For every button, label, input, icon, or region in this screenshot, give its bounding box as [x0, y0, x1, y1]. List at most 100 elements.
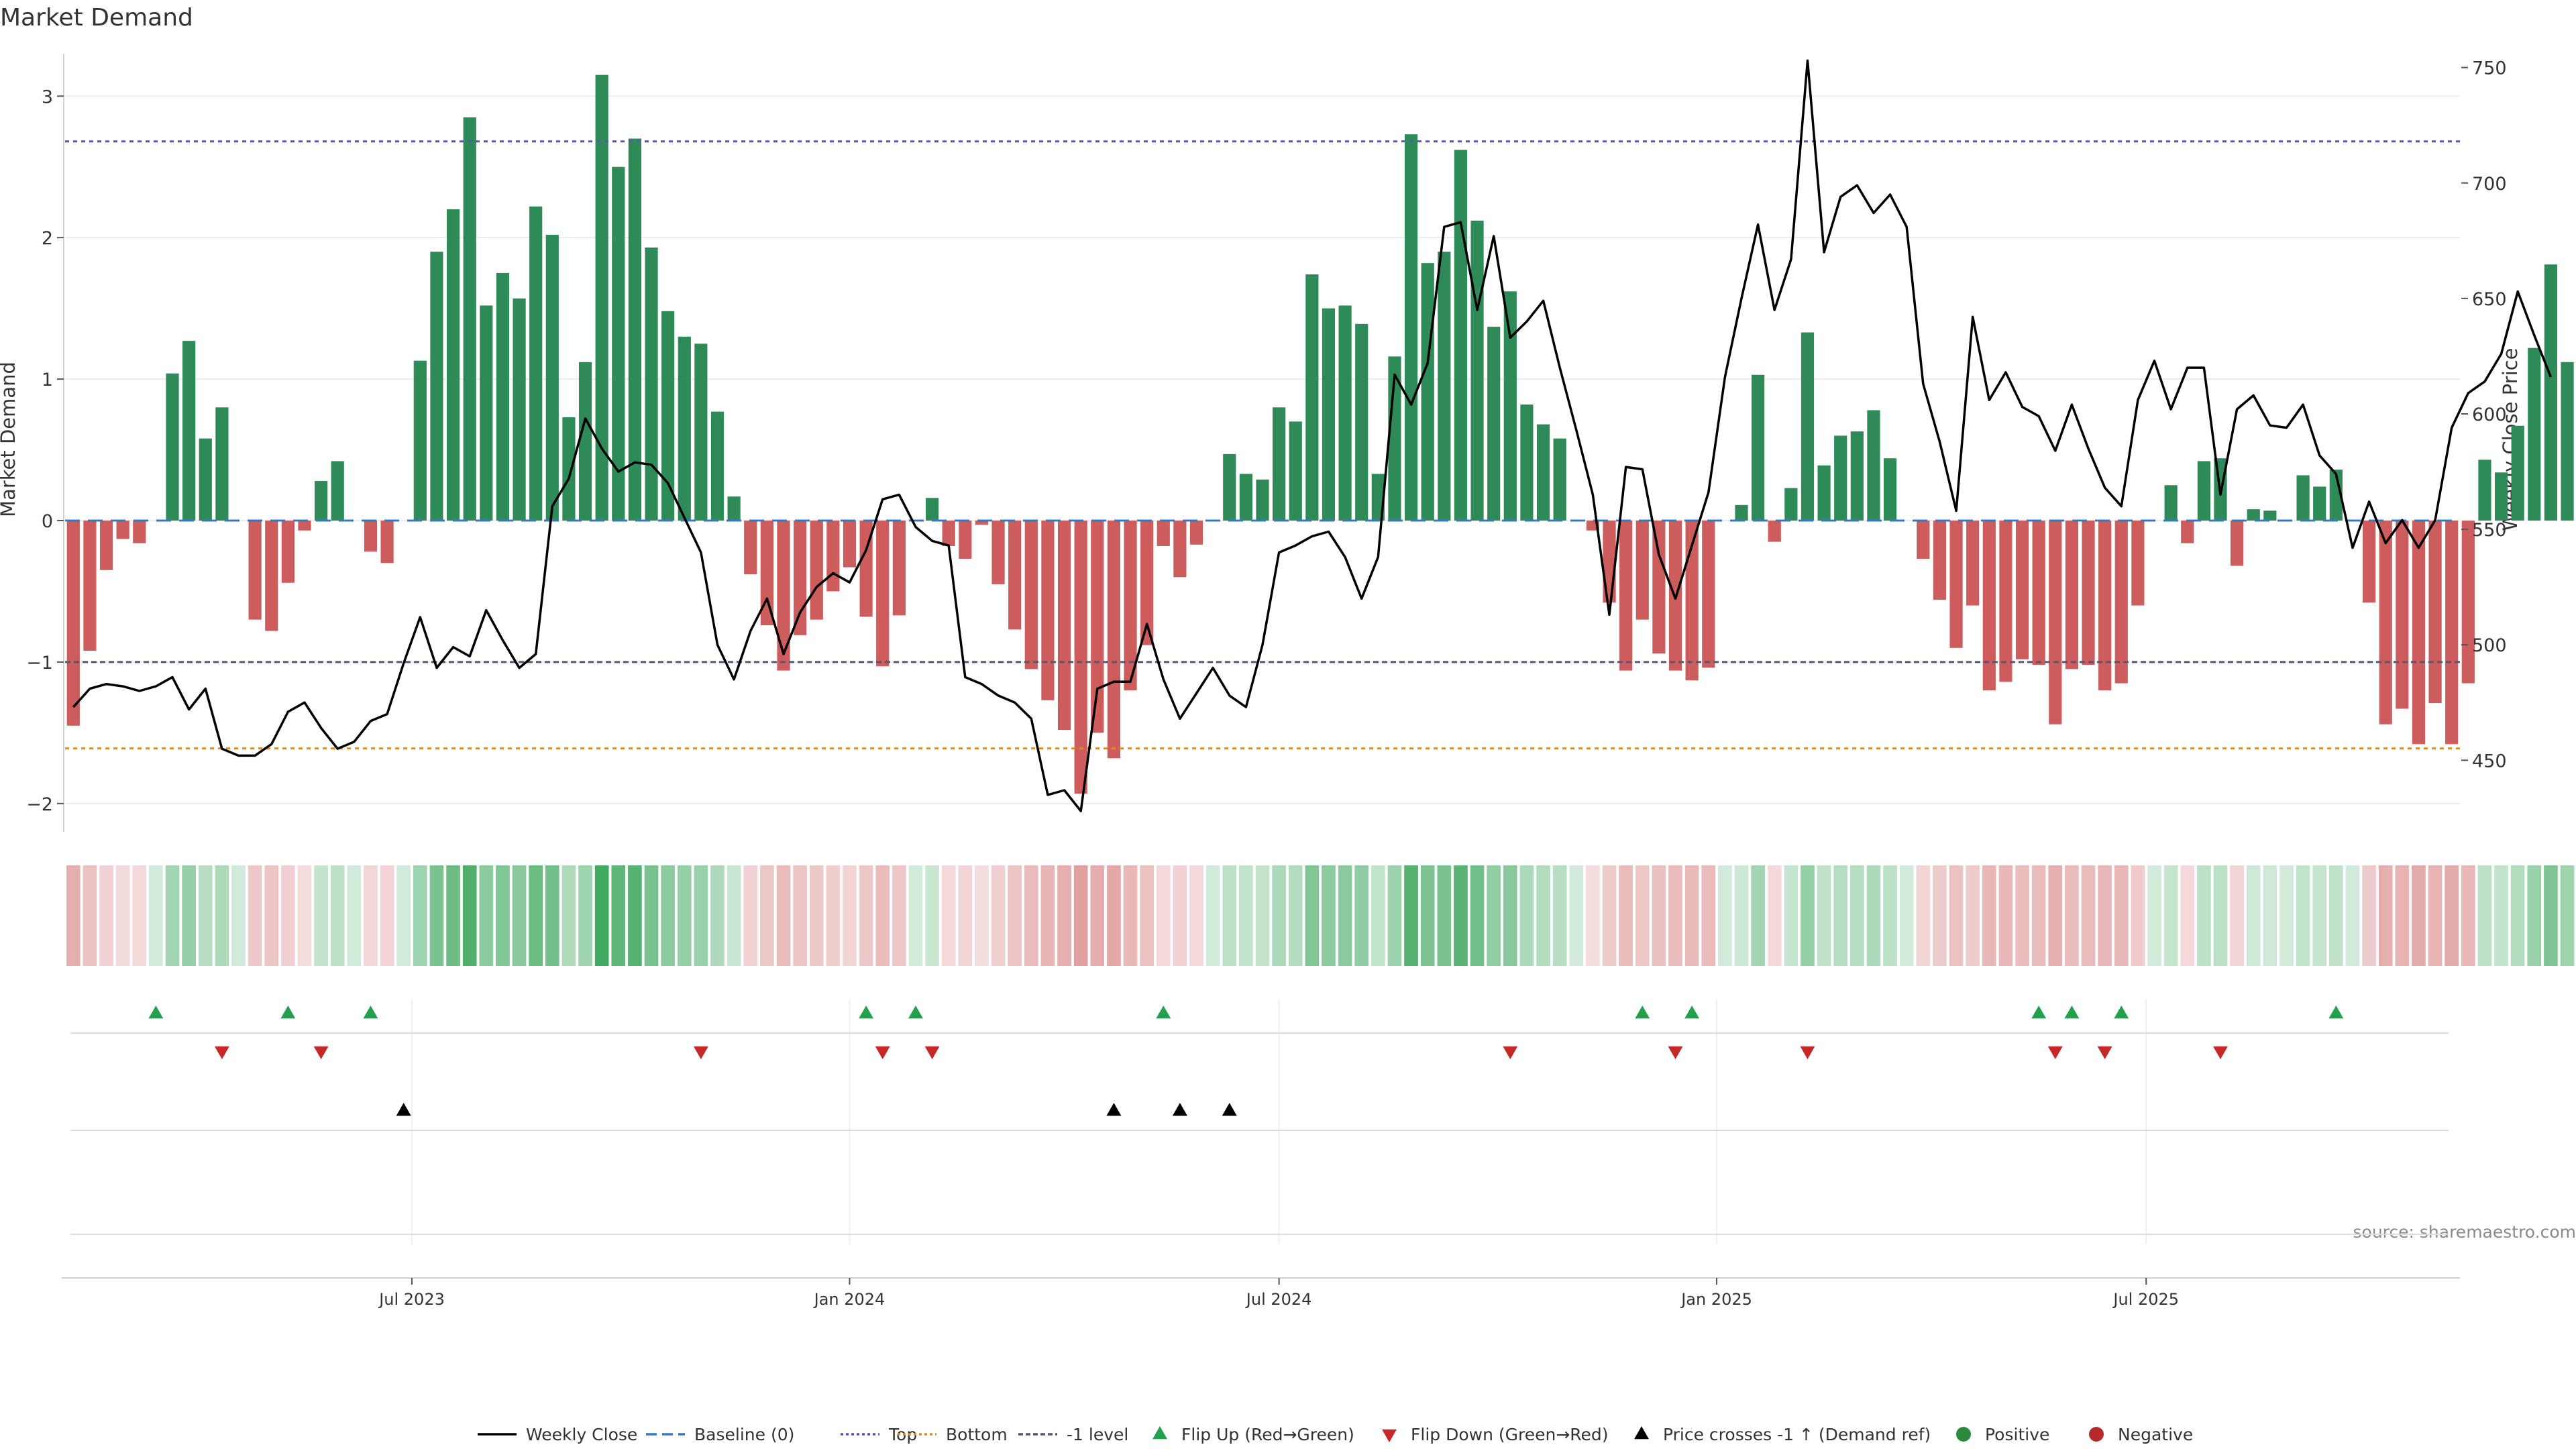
demand-strip-cell — [1008, 865, 1022, 966]
demand-strip-cell — [1701, 865, 1716, 966]
demand-strip-cell — [727, 865, 741, 966]
legend: Weekly Close Baseline (0) Top Bottom -1 leve… — [478, 1425, 2193, 1444]
demand-bar — [975, 521, 989, 525]
demand-bar — [1635, 521, 1649, 620]
demand-strip-cell — [2147, 865, 2161, 966]
demand-strip-cell — [1850, 865, 1864, 966]
demand-bar — [1817, 465, 1831, 521]
demand-bar — [1057, 521, 1071, 731]
demand-bar — [678, 336, 691, 521]
demand-strip-cell — [1487, 865, 1501, 966]
demand-bar — [810, 521, 823, 620]
demand-strip-cell — [892, 865, 906, 966]
demand-bar — [1652, 521, 1666, 654]
demand-strip-cell — [1073, 865, 1088, 966]
demand-strip-cell — [628, 865, 642, 966]
demand-bar — [1305, 274, 1319, 521]
legend-label: Flip Up (Red→Green) — [1181, 1425, 1354, 1444]
demand-strip-cell — [1684, 865, 1699, 966]
demand-strip-cell — [908, 865, 923, 966]
demand-bar — [1041, 521, 1055, 700]
legend-swatch — [1634, 1426, 1649, 1440]
legend-item: Price crosses -1 ↑ (Demand ref) — [1634, 1425, 1931, 1444]
demand-strip-cell — [2114, 865, 2129, 966]
demand-strip-cell — [2230, 865, 2244, 966]
demand-bar — [182, 341, 196, 521]
demand-bar — [199, 438, 212, 521]
price-cross-marker — [1222, 1103, 1237, 1116]
demand-bar — [265, 521, 278, 631]
demand-strip-cell — [1801, 865, 1815, 966]
legend-swatch — [1152, 1426, 1167, 1440]
demand-strip-cell — [66, 865, 80, 966]
demand-strip-cell — [2197, 865, 2211, 966]
demand-bar — [281, 521, 294, 583]
flip-down-marker — [875, 1046, 890, 1059]
demand-bar — [710, 411, 724, 521]
demand-bar — [315, 480, 328, 521]
demand-strip-cell — [149, 865, 163, 966]
demand-strip-cell — [578, 865, 592, 966]
demand-bar — [133, 521, 146, 543]
demand-strip-cell — [2081, 865, 2096, 966]
demand-bar — [777, 521, 790, 671]
demand-bar — [66, 521, 80, 726]
demand-bar — [1421, 263, 1434, 521]
demand-strip-cell — [1982, 865, 1996, 966]
flip-up-marker — [908, 1006, 923, 1019]
flip-up-marker — [280, 1006, 296, 1019]
demand-bar — [116, 521, 129, 539]
left-tick-label: 2 — [42, 228, 53, 249]
demand-bar — [1173, 521, 1187, 578]
demand-bar — [925, 498, 939, 521]
demand-strip-cell — [1024, 865, 1038, 966]
demand-strip-cell — [1569, 865, 1584, 966]
demand-bar — [1256, 479, 1269, 521]
demand-strip-cell — [1751, 865, 1765, 966]
demand-strip-cell — [1552, 865, 1567, 966]
legend-label: Weekly Close — [526, 1425, 637, 1444]
demand-strip-cell — [1602, 865, 1617, 966]
demand-strip-cell — [1107, 865, 1121, 966]
demand-bar — [694, 343, 708, 521]
demand-strip-cell — [1288, 865, 1303, 966]
demand-bar — [1322, 308, 1336, 521]
demand-bar — [2329, 470, 2343, 521]
demand-strip-cell — [2362, 865, 2376, 966]
chart-title: Market Demand — [0, 4, 193, 32]
demand-bar — [2511, 425, 2524, 521]
demand-strip-cell — [1437, 865, 1452, 966]
demand-strip-cell — [2279, 865, 2294, 966]
demand-strip-cell — [529, 865, 543, 966]
demand-strip-cell — [132, 865, 147, 966]
demand-bar — [2494, 472, 2508, 521]
demand-strip-cell — [2296, 865, 2310, 966]
demand-bar — [513, 298, 526, 521]
demand-bar — [826, 521, 840, 592]
left-tick-label: −2 — [26, 794, 53, 815]
legend-item: Bottom — [898, 1425, 1008, 1444]
demand-bar — [2561, 362, 2574, 521]
demand-strip-cell — [2345, 865, 2360, 966]
demand-bar — [578, 362, 592, 521]
x-tick-label: Jan 2025 — [1680, 1290, 1752, 1309]
demand-strip-cell — [165, 865, 180, 966]
demand-bar — [1520, 405, 1534, 521]
demand-strip-cell — [1140, 865, 1154, 966]
demand-bar — [2065, 521, 2079, 669]
demand-bar — [1702, 521, 1715, 668]
demand-strip-cell — [1272, 865, 1286, 966]
demand-bar — [496, 272, 510, 521]
demand-bar — [215, 407, 229, 521]
flip-up-marker — [859, 1006, 874, 1019]
demand-strip-cell — [2098, 865, 2112, 966]
flip-up-marker — [1684, 1006, 1700, 1019]
demand-strip-cell — [364, 865, 378, 966]
demand-strip-cell — [793, 865, 807, 966]
demand-strip-cell — [1255, 865, 1270, 966]
demand-bar — [794, 521, 807, 635]
left-tick-label: −1 — [26, 653, 53, 674]
demand-bar — [1454, 150, 1468, 521]
right-tick-label: 700 — [2472, 174, 2507, 195]
demand-strip-cell — [843, 865, 857, 966]
